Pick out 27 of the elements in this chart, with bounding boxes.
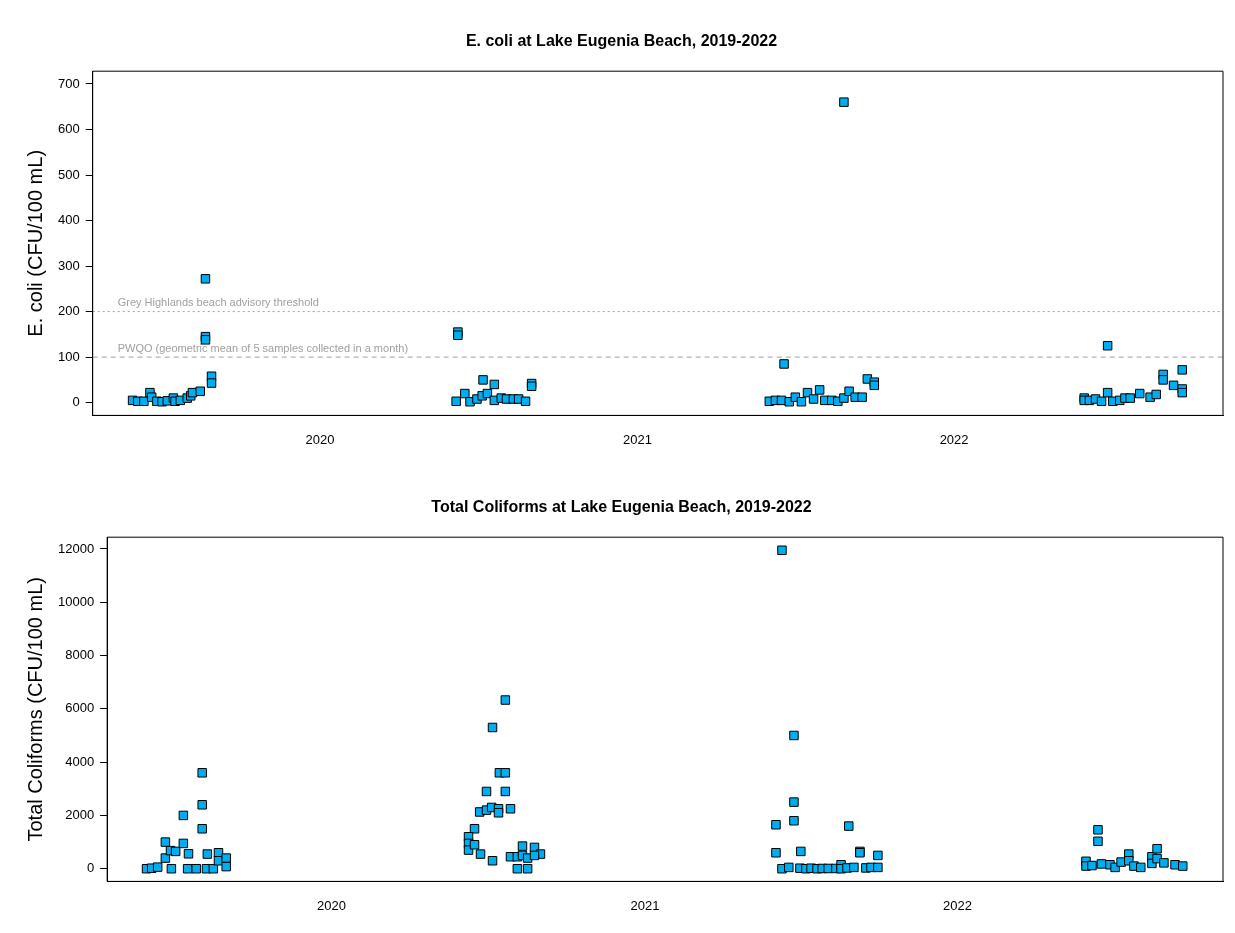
- y-tick-label: 6000: [65, 700, 95, 716]
- y-tick-label: 0: [72, 394, 80, 410]
- y-tick-label: 300: [57, 257, 80, 273]
- y-tick-label: 10000: [57, 593, 95, 609]
- x-tick-label: 2021: [623, 431, 652, 447]
- y-tick-label: 4000: [65, 753, 95, 769]
- y-axis-title: Total Coliforms (CFU/100 mL): [23, 577, 46, 842]
- x-tick-label: 2020: [305, 431, 335, 447]
- x-tick-label: 2022: [943, 897, 972, 913]
- y-tick-label: 700: [57, 75, 80, 91]
- x-tick-label: 2022: [939, 431, 969, 447]
- y-tick-label: 2000: [65, 807, 95, 823]
- y-tick-label: 8000: [65, 647, 95, 663]
- y-axis-title: E. coli (CFU/100 mL): [23, 149, 46, 337]
- ref-line-label: Grey Highlands beach advisory threshold: [117, 296, 319, 309]
- x-tick-label: 2021: [630, 897, 660, 913]
- y-tick-label: 500: [57, 166, 80, 182]
- y-tick-label: 12000: [57, 540, 95, 556]
- y-tick-label: 200: [57, 303, 80, 319]
- y-tick-label: 100: [57, 348, 80, 364]
- chart-title: E. coli at Lake Eugenia Beach, 2019-2022: [465, 32, 778, 50]
- y-tick-label: 0: [86, 860, 95, 876]
- y-tick-label: 400: [57, 212, 80, 228]
- y-tick-label: 600: [57, 121, 80, 137]
- ref-line-label: PWQO (geometric mean of 5 samples collected in a month): [117, 341, 409, 354]
- chart-title: Total Coliforms at Lake Eugenia Beach, 2019-2022: [431, 498, 812, 516]
- x-tick-label: 2020: [317, 897, 346, 913]
